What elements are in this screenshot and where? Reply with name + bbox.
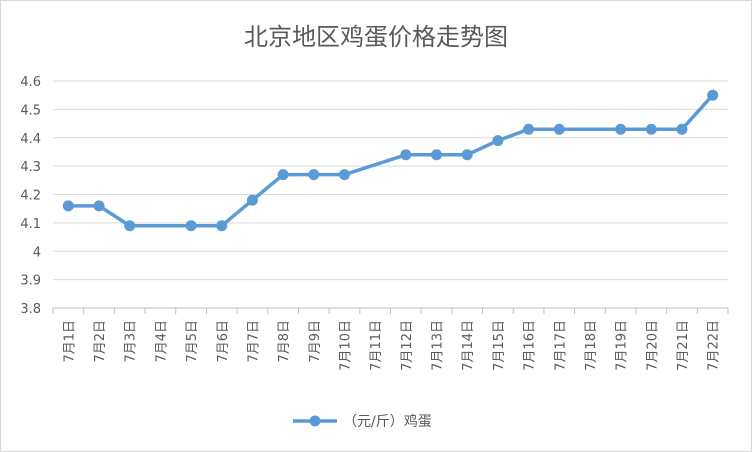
- y-tick-label: 4.3: [20, 160, 41, 175]
- y-tick-label: 4.6: [20, 75, 41, 90]
- data-point: [277, 169, 289, 181]
- y-tick-label: 3.9: [20, 274, 41, 289]
- x-tick-label: 7月3日: [124, 320, 139, 363]
- y-tick-label: 4.1: [20, 217, 41, 232]
- x-tick-label: 7月22日: [707, 320, 722, 371]
- x-tick-label: 7月9日: [308, 320, 323, 363]
- x-tick-label: 7月7日: [246, 320, 261, 363]
- x-tick-label: 7月1日: [62, 320, 77, 363]
- series-layer: [62, 89, 719, 232]
- data-point: [124, 220, 136, 232]
- y-tick-label: 4.2: [20, 189, 41, 204]
- data-point: [707, 89, 719, 101]
- x-tick-label: 7月5日: [185, 320, 200, 363]
- x-tick-label: 7月15日: [492, 320, 507, 371]
- data-point: [185, 220, 197, 232]
- y-tick-label: 4.4: [20, 132, 41, 147]
- data-point: [523, 123, 535, 135]
- y-tick-label: 3.8: [20, 302, 41, 317]
- axes: [52, 307, 729, 314]
- data-point: [338, 169, 350, 181]
- x-tick-label: 7月4日: [154, 320, 169, 363]
- data-point: [62, 200, 74, 212]
- data-point: [492, 135, 504, 147]
- x-tick-label: 7月11日: [369, 320, 384, 371]
- chart-title: 北京地区鸡蛋价格走势图: [244, 23, 508, 51]
- series-line: [66, 93, 715, 228]
- y-tick-label: 4.5: [20, 103, 41, 118]
- y-axis-tick-labels: 3.8 3.9 4 4.1 4.2 4.3 4.4 4.5 4.6: [20, 75, 41, 317]
- data-point: [645, 123, 657, 135]
- x-tick-label: 7月2日: [93, 320, 108, 363]
- x-tick-label: 7月10日: [338, 320, 353, 371]
- legend-entry-label: （元/斤）鸡蛋: [343, 413, 432, 430]
- data-point: [461, 149, 473, 161]
- data-point: [216, 220, 228, 232]
- x-tick-label: 7月12日: [400, 320, 415, 371]
- x-tick-label: 7月14日: [461, 320, 476, 371]
- data-point: [553, 123, 565, 135]
- data-point: [246, 194, 258, 206]
- x-tick-label: 7月6日: [216, 320, 231, 363]
- data-point: [400, 149, 412, 161]
- x-tick-label: 7月13日: [431, 320, 446, 371]
- data-point: [431, 149, 443, 161]
- x-tick-label: 7月19日: [615, 320, 630, 371]
- x-tick-label: 7月20日: [645, 320, 660, 371]
- x-tick-label: 7月16日: [523, 320, 538, 371]
- data-point: [676, 123, 688, 135]
- x-axis-tick-labels: 7月1日 7月2日 7月3日 7月4日 7月5日 7月6日 7月7日 7月8日 7月9日 7月10…: [62, 320, 721, 371]
- data-point: [93, 200, 105, 212]
- y-tick-label: 4: [33, 245, 41, 260]
- x-tick-label: 7月18日: [584, 320, 599, 371]
- data-point: [308, 169, 320, 181]
- grid-lines: [53, 80, 728, 281]
- legend: （元/斤）鸡蛋: [293, 413, 432, 430]
- x-tick-label: 7月8日: [277, 320, 292, 363]
- legend-marker-swatch: [309, 415, 321, 427]
- x-tick-label: 7月17日: [553, 320, 568, 371]
- data-point: [615, 123, 627, 135]
- x-tick-label: 7月21日: [676, 320, 691, 371]
